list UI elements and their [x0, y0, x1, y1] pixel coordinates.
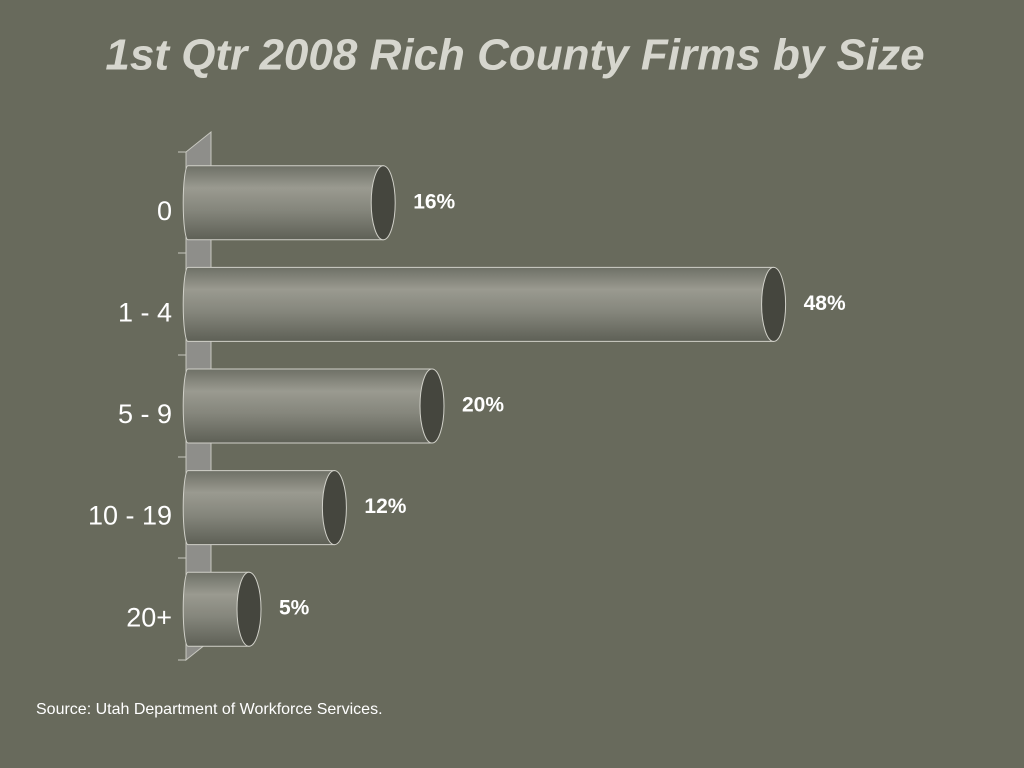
chart-title: 1st Qtr 2008 Rich County Firms by Size: [105, 31, 924, 80]
bar-cap: [370, 165, 396, 241]
bar-cap: [761, 266, 787, 342]
y-tick-label: 0: [157, 196, 172, 226]
bar-cap: [419, 368, 445, 444]
bar: [182, 571, 250, 647]
y-tick-label: 1 - 4: [118, 298, 172, 328]
y-tick-label: 10 - 19: [88, 501, 172, 531]
y-tick-label: 20+: [126, 602, 172, 632]
value-label: 20%: [462, 394, 504, 417]
y-tick-label: 5 - 9: [118, 399, 172, 429]
bars: [182, 165, 787, 647]
bar-cap: [236, 571, 262, 647]
value-label: 12%: [364, 495, 406, 518]
source-note: Source: Utah Department of Workforce Ser…: [36, 701, 383, 718]
axis-ticks: [178, 151, 186, 661]
bar: [182, 368, 433, 444]
value-label: 16%: [413, 190, 455, 213]
value-label: 5%: [279, 597, 310, 620]
bar-cap: [321, 470, 347, 546]
value-label: 48%: [804, 292, 846, 315]
bar: [182, 470, 335, 546]
bar: [182, 266, 775, 342]
bar: [182, 165, 384, 241]
